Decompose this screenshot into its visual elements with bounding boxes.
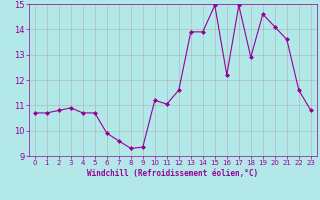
X-axis label: Windchill (Refroidissement éolien,°C): Windchill (Refroidissement éolien,°C) <box>87 169 258 178</box>
